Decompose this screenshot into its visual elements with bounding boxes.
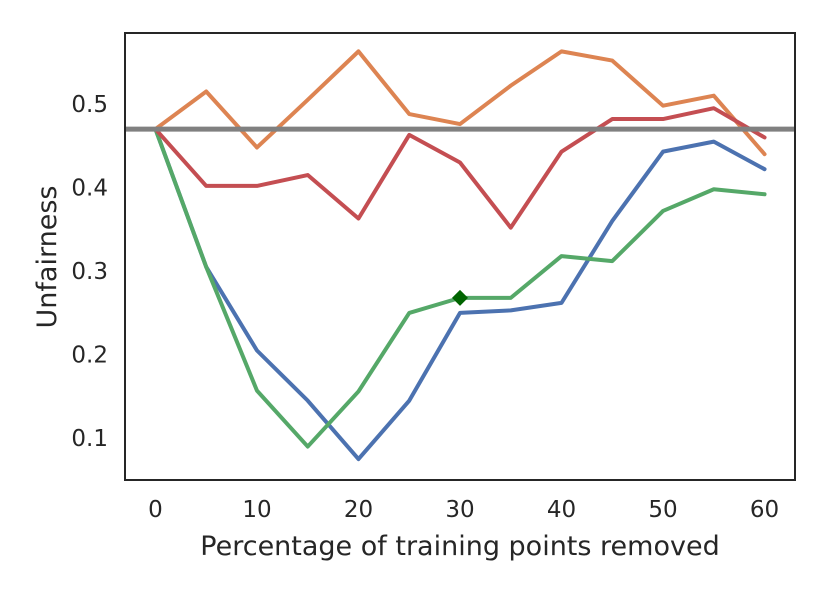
x-tick-labels: 0 10 20 30 40 50 60: [148, 497, 779, 523]
y-tick-label: 0.2: [71, 343, 108, 369]
y-axis-label: Unfairness: [32, 186, 63, 329]
y-tick-label: 0.1: [71, 426, 108, 452]
series-line-blue: [153, 127, 767, 462]
x-tick-label: 30: [445, 497, 474, 523]
diamond-marker: [452, 289, 468, 306]
y-tick-labels: 0.1 0.2 0.3 0.4 0.5: [71, 92, 108, 452]
x-axis-label: Percentage of training points removed: [200, 531, 719, 562]
x-tick-label: 0: [148, 497, 163, 523]
plot-frame: [124, 32, 796, 481]
x-tick-label: 20: [344, 497, 373, 523]
x-tick-label: 60: [750, 497, 779, 523]
y-tick-label: 0.3: [71, 259, 108, 285]
y-tick-label: 0.5: [71, 92, 108, 118]
series-line-orange: [153, 49, 767, 157]
plot-layer: [125, 49, 795, 462]
series-line-green: [153, 127, 767, 449]
x-tick-label: 40: [547, 497, 576, 523]
series-line-red: [153, 106, 767, 230]
x-tick-label: 50: [648, 497, 677, 523]
x-tick-label: 10: [242, 497, 271, 523]
y-tick-label: 0.4: [71, 176, 108, 202]
